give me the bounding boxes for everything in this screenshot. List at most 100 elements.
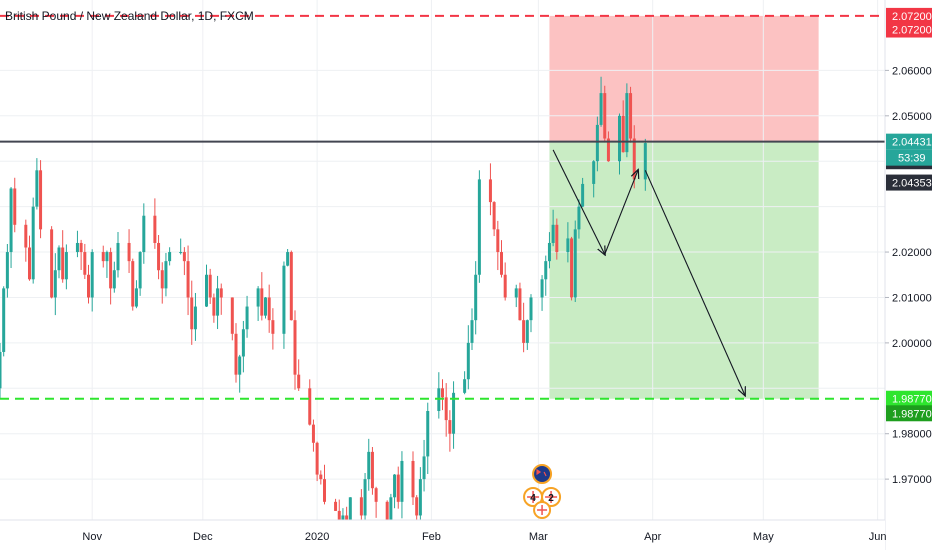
- price-label-text: 1.98770: [892, 408, 932, 420]
- time-tick-label: Apr: [644, 531, 661, 543]
- candle-body: [205, 274, 208, 307]
- price-tick-label: 2.01000: [892, 292, 932, 304]
- candle-body: [418, 479, 422, 516]
- candle-body: [131, 261, 135, 307]
- candle-body: [555, 224, 559, 253]
- candle-body: [216, 288, 220, 316]
- candle-body: [61, 247, 65, 280]
- candle-body: [179, 252, 183, 254]
- price-label-tag: [886, 390, 932, 407]
- price-tick-label: 2.00000: [892, 338, 932, 350]
- candle-body: [629, 93, 633, 139]
- candle-body: [53, 270, 57, 298]
- candle-body: [448, 420, 452, 434]
- candle-body: [632, 138, 636, 180]
- candle-body: [463, 379, 467, 393]
- price-label-text: 2.04353: [892, 178, 932, 190]
- position-zones: [549, 15, 819, 399]
- candle-body: [315, 442, 319, 475]
- time-axis[interactable]: Nov Dec 2020 Feb Mar Apr May Jun: [0, 519, 887, 550]
- candle-body: [24, 224, 28, 248]
- candle-body: [13, 188, 17, 225]
- candle-body: [286, 252, 290, 266]
- time-tick-label: Jun: [869, 531, 887, 543]
- candle-body: [28, 247, 31, 280]
- chart-title: British Pound / New Zealand Dollar, 1D, …: [5, 9, 254, 23]
- candle-body: [193, 306, 197, 330]
- candle-body: [308, 388, 312, 425]
- candle-body: [496, 229, 500, 253]
- candle-body: [477, 179, 481, 275]
- candle-body: [112, 270, 116, 289]
- event-count-left: 4: [530, 493, 536, 504]
- candle-body: [138, 252, 142, 289]
- candle-body: [592, 161, 596, 184]
- candle-body: [544, 261, 548, 280]
- price-label-text: 1.98770: [892, 394, 932, 406]
- candle-body: [182, 252, 186, 262]
- candle-body: [415, 497, 419, 516]
- candle-body: [426, 411, 430, 457]
- candle-body: [411, 460, 415, 498]
- candle-body: [293, 320, 297, 375]
- candle-body: [540, 279, 544, 298]
- candle-body: [79, 242, 83, 253]
- price-axis[interactable]: 1.97000 1.98000 2.00000 2.01000 2.02000 2.050…: [884, 0, 932, 550]
- candle-body: [157, 242, 161, 271]
- candles: [0, 76, 647, 548]
- candle-body: [452, 392, 456, 434]
- candle-body: [0, 351, 2, 389]
- candle-body: [39, 170, 43, 230]
- candle-body: [492, 202, 496, 230]
- candle-body: [566, 238, 570, 253]
- candle-body: [190, 297, 194, 330]
- candle-body: [474, 274, 478, 321]
- price-tick-label: 1.98000: [892, 429, 932, 441]
- candle-body: [83, 252, 87, 275]
- candle-body: [374, 488, 378, 502]
- time-tick-label: Dec: [193, 531, 213, 543]
- candle-body: [282, 265, 286, 334]
- price-label-tag: [886, 133, 932, 150]
- projection-arrow: [552, 149, 605, 254]
- price-tick-label: 1.97000: [892, 474, 932, 486]
- time-tick-label: 2020: [305, 531, 329, 543]
- candle-body: [359, 497, 363, 516]
- projection-arrow: [604, 170, 638, 255]
- candle-body: [422, 456, 426, 480]
- candle-body: [363, 479, 367, 516]
- candle-body: [393, 474, 397, 498]
- candle-body: [385, 501, 389, 525]
- time-axis-bg: [0, 520, 885, 550]
- candle-body: [105, 252, 109, 262]
- candle-body: [212, 297, 216, 316]
- grid: [0, 0, 885, 520]
- price-tick-label: 2.05000: [892, 111, 932, 123]
- candle-body: [551, 224, 555, 243]
- candle-body: [186, 261, 190, 298]
- candle-body: [334, 501, 338, 511]
- candle-body: [570, 238, 574, 298]
- countdown-text: 53:39: [898, 153, 926, 165]
- nz-flag-stars: [536, 468, 547, 477]
- candle-body: [396, 474, 400, 502]
- candle-body: [581, 183, 585, 207]
- time-tick-label: Mar: [529, 531, 548, 543]
- candle-body: [500, 252, 503, 275]
- candle-body: [153, 215, 157, 243]
- candle-body: [444, 397, 448, 421]
- candle-body: [311, 424, 315, 443]
- candle-body: [127, 242, 131, 262]
- candle-body: [323, 479, 326, 502]
- candle-body: [606, 138, 610, 162]
- candle-body: [5, 252, 9, 289]
- candle-body: [621, 115, 625, 153]
- candle-body: [297, 374, 301, 389]
- candle-body: [529, 297, 533, 321]
- candle-body: [547, 242, 551, 262]
- candle-body: [522, 320, 526, 343]
- candle-body: [50, 229, 54, 298]
